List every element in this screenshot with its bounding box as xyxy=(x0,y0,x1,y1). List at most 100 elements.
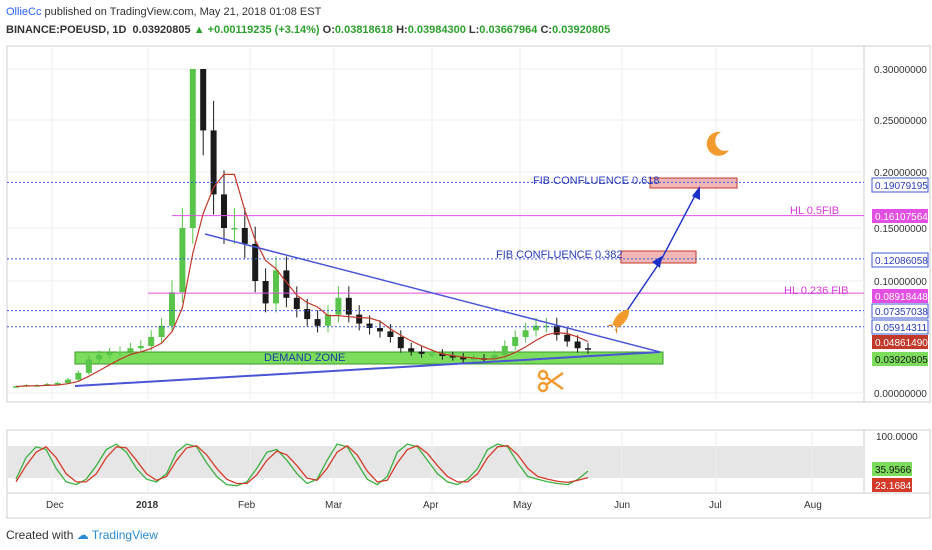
candle-body xyxy=(397,337,404,349)
open-value: 0.03818618 xyxy=(334,24,394,36)
candle-body xyxy=(262,281,269,304)
tradingview-link[interactable]: TradingView xyxy=(91,528,158,542)
candle-body xyxy=(553,325,560,335)
overlay-lines xyxy=(7,173,864,388)
candle-body xyxy=(564,334,571,342)
candle-body xyxy=(273,270,279,304)
candle-body xyxy=(231,228,238,230)
hl-05-label: HL 0.5FIB xyxy=(790,205,839,217)
candle-body xyxy=(169,292,175,326)
moon-icon xyxy=(706,131,729,156)
candle-body xyxy=(137,345,144,349)
candle-body xyxy=(574,341,581,349)
x-tick: Apr xyxy=(423,500,439,511)
footer: Created with ☁ TradingView xyxy=(0,522,932,550)
candle-body xyxy=(241,228,248,244)
candle-body xyxy=(418,351,425,354)
candle-body xyxy=(304,309,311,320)
candle-body xyxy=(449,356,456,358)
candle-body xyxy=(501,345,508,355)
price-tag-bg xyxy=(871,319,929,335)
price-tag-bg xyxy=(872,209,928,223)
symbol-label: BINANCE:POEUSD, 1D xyxy=(6,24,127,36)
candle-body xyxy=(44,384,51,386)
candle-body xyxy=(512,337,519,346)
y-tick: 0.25000000 xyxy=(874,116,927,127)
price-tag: 0.04861490 xyxy=(875,338,928,349)
x-tick: May xyxy=(513,500,532,511)
y-axis-ticks: 0.30000000 0.25000000 0.20000000 0.15000… xyxy=(874,65,927,400)
candle-body xyxy=(148,337,155,346)
candle-body xyxy=(117,351,123,354)
y-tick: 0.20000000 xyxy=(874,168,927,179)
arrow-head-icon xyxy=(692,186,700,200)
price-tags: 0.19079195 0.16107564 0.12086058 0.08918… xyxy=(871,177,929,366)
candle-body xyxy=(210,130,217,195)
low-value: 0.03667964 xyxy=(479,24,538,36)
candle-body xyxy=(543,325,550,328)
candle-body xyxy=(366,323,373,329)
candle-body xyxy=(387,331,394,337)
candle-body xyxy=(75,372,82,380)
y-tick: 0.15000000 xyxy=(874,224,927,235)
stoch-series-line xyxy=(15,444,589,485)
candle-body xyxy=(85,359,92,373)
candle-body xyxy=(283,270,290,298)
candle-body xyxy=(345,297,352,315)
trend-line-lower xyxy=(74,351,661,387)
candle-body xyxy=(314,319,321,326)
high-key: H: xyxy=(396,24,408,36)
stochastic-rsi xyxy=(15,443,589,487)
price-tag: 0.05914311 xyxy=(875,323,928,334)
stoch-tag: 23.1684 xyxy=(875,481,912,492)
price-tag: 0.03920805 xyxy=(875,355,928,366)
x-tick: Dec xyxy=(46,500,64,511)
price-tag: 0.19079195 xyxy=(875,181,928,192)
trend-line-upper xyxy=(204,233,661,353)
candle-body xyxy=(533,325,539,331)
stoch-tags: 35.9566 23.1684 xyxy=(872,462,912,492)
y-tick: 0.00000000 xyxy=(874,389,927,400)
author-link[interactable]: OllieCc xyxy=(6,6,42,18)
price-tag: 0.08918448 xyxy=(875,292,928,303)
candle-body xyxy=(429,353,435,356)
y-tick: 0.30000000 xyxy=(874,65,927,76)
close-key: C: xyxy=(540,24,553,36)
chart-header: OllieCc published on TradingView.com, Ma… xyxy=(0,0,932,44)
grid-lines xyxy=(7,46,864,493)
price-tag-bg xyxy=(871,177,929,193)
price-tag: 0.16107564 xyxy=(875,212,928,223)
candle-body xyxy=(158,325,165,337)
moving-average-line xyxy=(15,173,589,388)
projection-line xyxy=(621,261,661,319)
candle-body xyxy=(106,352,113,355)
candle-body xyxy=(356,314,363,324)
stoch-band xyxy=(8,446,863,478)
candle-body xyxy=(179,228,186,293)
price-tag: 0.07357038 xyxy=(875,307,928,318)
published-text: published on TradingView.com, May 21, 20… xyxy=(44,6,322,18)
price-tag-bg xyxy=(871,252,929,268)
y-tick: 0.10000000 xyxy=(874,277,927,288)
price-tag-bg xyxy=(872,289,928,303)
high-value: 0.03984300 xyxy=(407,24,466,36)
x-tick: Jul xyxy=(709,500,722,511)
stoch-100-tick: 100.0000 xyxy=(876,432,918,443)
candle-body xyxy=(460,357,467,360)
price-tag-bg xyxy=(872,335,928,349)
open-key: O: xyxy=(322,24,335,36)
tradingview-logo-icon: ☁ xyxy=(76,528,89,542)
fib-618-label: FIB CONFLUENCE 0.618 xyxy=(533,175,660,187)
price-tag-bg xyxy=(872,352,928,366)
last-price: 0.03920805 xyxy=(132,24,191,36)
demand-zone-box xyxy=(74,351,664,365)
price-tag: 0.12086058 xyxy=(875,256,928,267)
scissors-icon xyxy=(537,369,564,393)
rocket-icon xyxy=(606,309,630,335)
ohlc-line: BINANCE:POEUSD, 1D 0.03920805 ▲ +0.00119… xyxy=(6,24,610,36)
main-pane xyxy=(6,45,865,403)
candle-body xyxy=(585,348,591,350)
x-tick: 2018 xyxy=(136,500,159,511)
candle-body xyxy=(522,330,529,337)
price-chart[interactable]: FIB CONFLUENCE 0.618 FIB CONFLUENCE 0.38… xyxy=(0,0,932,522)
